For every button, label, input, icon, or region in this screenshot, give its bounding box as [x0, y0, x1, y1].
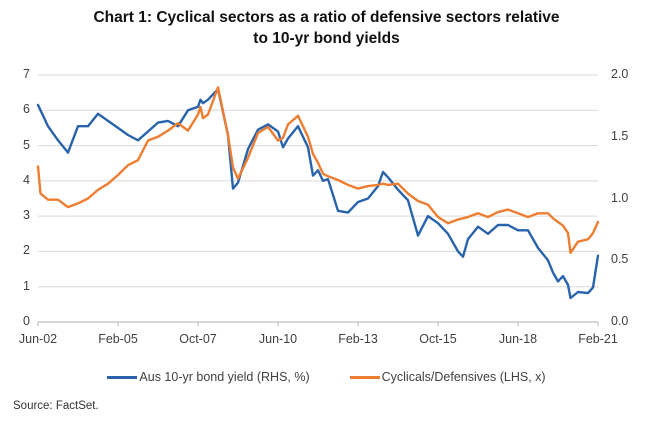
x-axis-tick-label: Feb-21 — [578, 332, 618, 346]
left-axis-tick-label: 4 — [23, 172, 30, 187]
left-axis-tick-label: 1 — [23, 278, 30, 293]
cyclicals-swatch — [349, 375, 380, 379]
source-note: Source: FactSet. — [13, 400, 99, 412]
chart-legend: Aus 10-yr bond yield (RHS, %) Cyclicals/… — [0, 370, 653, 384]
left-axis-tick-label: 6 — [23, 102, 30, 117]
bond-yield-swatch — [107, 375, 138, 379]
cyclicals-defensives-line — [36, 86, 600, 255]
x-axis-tick-label: Jun-02 — [18, 332, 58, 346]
x-axis-tick-label: Jun-18 — [498, 332, 538, 346]
left-axis-tick-label: 5 — [23, 137, 30, 152]
left-axis-tick-label: 7 — [23, 67, 30, 81]
left-axis-tick-label: 2 — [23, 243, 30, 258]
chart-title-line1: Chart 1: Cyclical sectors as a ratio of … — [93, 9, 560, 26]
x-axis-tick-label: Oct-07 — [179, 332, 217, 346]
legend-item-bond-yield: Aus 10-yr bond yield (RHS, %) — [107, 370, 310, 384]
bond-yield-line — [36, 87, 600, 300]
right-axis-tick-label: 0.0 — [611, 314, 629, 328]
right-axis-tick-label: 2.0 — [611, 67, 629, 81]
chart-title: Chart 1: Cyclical sectors as a ratio of … — [0, 8, 653, 50]
x-axis-tick-label: Jun-10 — [258, 332, 298, 346]
chart-title-line2: to 10-yr bond yields — [253, 29, 400, 47]
left-axis-tick-label: 3 — [23, 208, 30, 223]
x-axis-tick-label: Feb-05 — [98, 332, 138, 346]
x-axis-tick-label: Oct-15 — [419, 332, 457, 346]
right-axis-tick-label: 1.0 — [611, 190, 629, 205]
legend-item-cyclicals: Cyclicals/Defensives (LHS, x) — [349, 370, 546, 384]
right-axis-tick-label: 0.5 — [611, 252, 629, 267]
left-axis-tick-label: 0 — [23, 314, 30, 328]
bond-yield-label: Aus 10-yr bond yield (RHS, %) — [139, 370, 310, 384]
right-axis-tick-label: 1.5 — [611, 128, 629, 143]
cyclicals-label: Cyclicals/Defensives (LHS, x) — [381, 370, 546, 384]
x-axis-tick-label: Feb-13 — [338, 332, 378, 346]
